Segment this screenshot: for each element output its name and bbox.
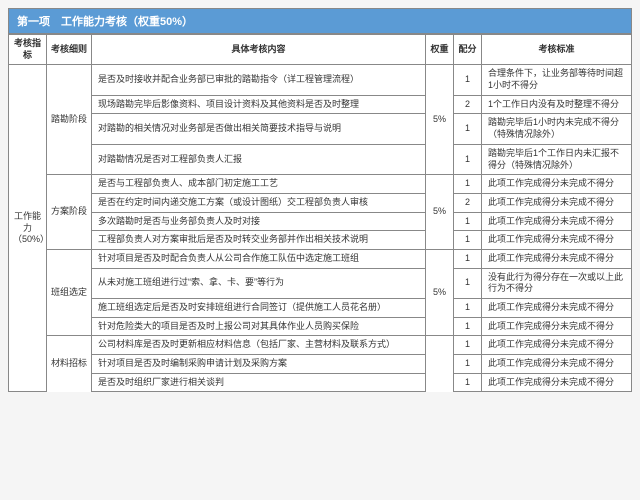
h-quanzhong: 权重 (426, 35, 454, 65)
content-cell: 多次踏勘时是否与业务部负责人及时对接 (92, 212, 426, 231)
content-cell: 针对项目是否及时配合负责人从公司合作施工队伍中选定施工班组 (92, 249, 426, 268)
content-cell: 是否及时接收并配合业务部已审批的踏勘指令（详工程管理流程） (92, 65, 426, 95)
standard-cell: 此项工作完成得分未完成不得分 (482, 336, 632, 355)
content-cell: 施工班组选定后是否及时安排班组进行合同签订（提供施工人员花名册） (92, 299, 426, 318)
score-cell: 1 (454, 212, 482, 231)
indicator-cell: 工作能力（50%） (9, 65, 47, 392)
score-cell: 1 (454, 114, 482, 144)
content-cell: 是否及时组织厂家进行相关谈判 (92, 373, 426, 392)
standard-cell: 此项工作完成得分未完成不得分 (482, 175, 632, 194)
table-row: 现场踏勘完毕后影像资料、项目设计资料及其他资料是否及时整理 21个工作日内没有及时… (9, 95, 632, 114)
score-cell: 1 (454, 355, 482, 374)
standard-cell: 没有此行为得分存在一次或以上此行为不得分 (482, 268, 632, 298)
table-row: 针对危险类大的项目是否及时上报公司对其具体作业人员购买保险 1此项工作完成得分未完… (9, 317, 632, 336)
h-zhibiao: 考核指标 (9, 35, 47, 65)
score-cell: 1 (454, 299, 482, 318)
standard-cell: 踏勘完毕后1个工作日内未汇报不得分（特殊情况除外） (482, 144, 632, 174)
table-row: 针对项目是否及时编制采购申请计划及采购方案 1此项工作完成得分未完成不得分 (9, 355, 632, 374)
standard-cell: 此项工作完成得分未完成不得分 (482, 212, 632, 231)
weight-cell (426, 336, 454, 392)
content-cell: 是否在约定时间内递交施工方案（或设计图纸）交工程部负责人审核 (92, 193, 426, 212)
content-cell: 对踏勘情况是否对工程部负责人汇报 (92, 144, 426, 174)
assessment-table: 第一项 工作能力考核（权重50%） 考核指标 考核细则 具体考核内容 权重 配分… (8, 8, 632, 392)
content-cell: 工程部负责人对方案审批后是否及时转交业务部并作出相关技术说明 (92, 231, 426, 250)
section-name: 踏勘阶段 (47, 65, 92, 175)
table-row: 是否在约定时间内递交施工方案（或设计图纸）交工程部负责人审核 2此项工作完成得分未… (9, 193, 632, 212)
standard-cell: 合理条件下，让业务部等待时间超1小时不得分 (482, 65, 632, 95)
table-row: 对踏勘情况是否对工程部负责人汇报 1踏勘完毕后1个工作日内未汇报不得分（特殊情况除… (9, 144, 632, 174)
score-cell: 2 (454, 95, 482, 114)
score-cell: 1 (454, 373, 482, 392)
table-row: 工程部负责人对方案审批后是否及时转交业务部并作出相关技术说明 1此项工作完成得分未… (9, 231, 632, 250)
standard-cell: 此项工作完成得分未完成不得分 (482, 231, 632, 250)
table-row: 对踏勘的相关情况对业务部是否做出相关简要技术指导与说明 1踏勘完毕后1小时内未完成… (9, 114, 632, 144)
content-cell: 针对危险类大的项目是否及时上报公司对其具体作业人员购买保险 (92, 317, 426, 336)
score-cell: 1 (454, 336, 482, 355)
score-cell: 1 (454, 317, 482, 336)
score-cell: 1 (454, 144, 482, 174)
section-name: 方案阶段 (47, 175, 92, 250)
table-row: 班组选定针对项目是否及时配合负责人从公司合作施工队伍中选定施工班组5%1此项工作… (9, 249, 632, 268)
h-neirong: 具体考核内容 (92, 35, 426, 65)
weight-cell: 5% (426, 175, 454, 250)
table-row: 材料招标公司材料库是否及时更新相应材料信息（包括厂家、主营材料及联系方式）1此项… (9, 336, 632, 355)
score-cell: 1 (454, 231, 482, 250)
content-cell: 从未对施工班组进行过“索、拿、卡、要”等行为 (92, 268, 426, 298)
header-row: 考核指标 考核细则 具体考核内容 权重 配分 考核标准 (9, 35, 632, 65)
table-row: 多次踏勘时是否与业务部负责人及时对接 1此项工作完成得分未完成不得分 (9, 212, 632, 231)
table-row: 是否及时组织厂家进行相关谈判 1此项工作完成得分未完成不得分 (9, 373, 632, 392)
table-row: 施工班组选定后是否及时安排班组进行合同签订（提供施工人员花名册） 1此项工作完成得… (9, 299, 632, 318)
standard-cell: 此项工作完成得分未完成不得分 (482, 193, 632, 212)
content-cell: 对踏勘的相关情况对业务部是否做出相关简要技术指导与说明 (92, 114, 426, 144)
standard-cell: 此项工作完成得分未完成不得分 (482, 373, 632, 392)
section-name: 班组选定 (47, 249, 92, 335)
content-cell: 公司材料库是否及时更新相应材料信息（包括厂家、主营材料及联系方式） (92, 336, 426, 355)
h-xize: 考核细则 (47, 35, 92, 65)
content-cell: 现场踏勘完毕后影像资料、项目设计资料及其他资料是否及时整理 (92, 95, 426, 114)
score-cell: 1 (454, 175, 482, 194)
standard-cell: 此项工作完成得分未完成不得分 (482, 299, 632, 318)
section-title: 第一项 工作能力考核（权重50%） (8, 8, 632, 34)
standard-cell: 此项工作完成得分未完成不得分 (482, 249, 632, 268)
weight-cell: 5% (426, 249, 454, 335)
section-name: 材料招标 (47, 336, 92, 392)
h-peifen: 配分 (454, 35, 482, 65)
score-cell: 1 (454, 249, 482, 268)
score-cell: 1 (454, 65, 482, 95)
content-cell: 是否与工程部负责人、成本部门初定施工工艺 (92, 175, 426, 194)
main-table: 考核指标 考核细则 具体考核内容 权重 配分 考核标准 工作能力（50%）踏勘阶… (8, 34, 632, 392)
table-row: 方案阶段是否与工程部负责人、成本部门初定施工工艺5%1此项工作完成得分未完成不得… (9, 175, 632, 194)
standard-cell: 踏勘完毕后1小时内未完成不得分（特殊情况除外） (482, 114, 632, 144)
content-cell: 针对项目是否及时编制采购申请计划及采购方案 (92, 355, 426, 374)
weight-cell: 5% (426, 65, 454, 175)
h-biaozhun: 考核标准 (482, 35, 632, 65)
standard-cell: 1个工作日内没有及时整理不得分 (482, 95, 632, 114)
table-row: 从未对施工班组进行过“索、拿、卡、要”等行为 1没有此行为得分存在一次或以上此行为… (9, 268, 632, 298)
score-cell: 1 (454, 268, 482, 298)
standard-cell: 此项工作完成得分未完成不得分 (482, 317, 632, 336)
standard-cell: 此项工作完成得分未完成不得分 (482, 355, 632, 374)
score-cell: 2 (454, 193, 482, 212)
table-row: 工作能力（50%）踏勘阶段是否及时接收并配合业务部已审批的踏勘指令（详工程管理流… (9, 65, 632, 95)
